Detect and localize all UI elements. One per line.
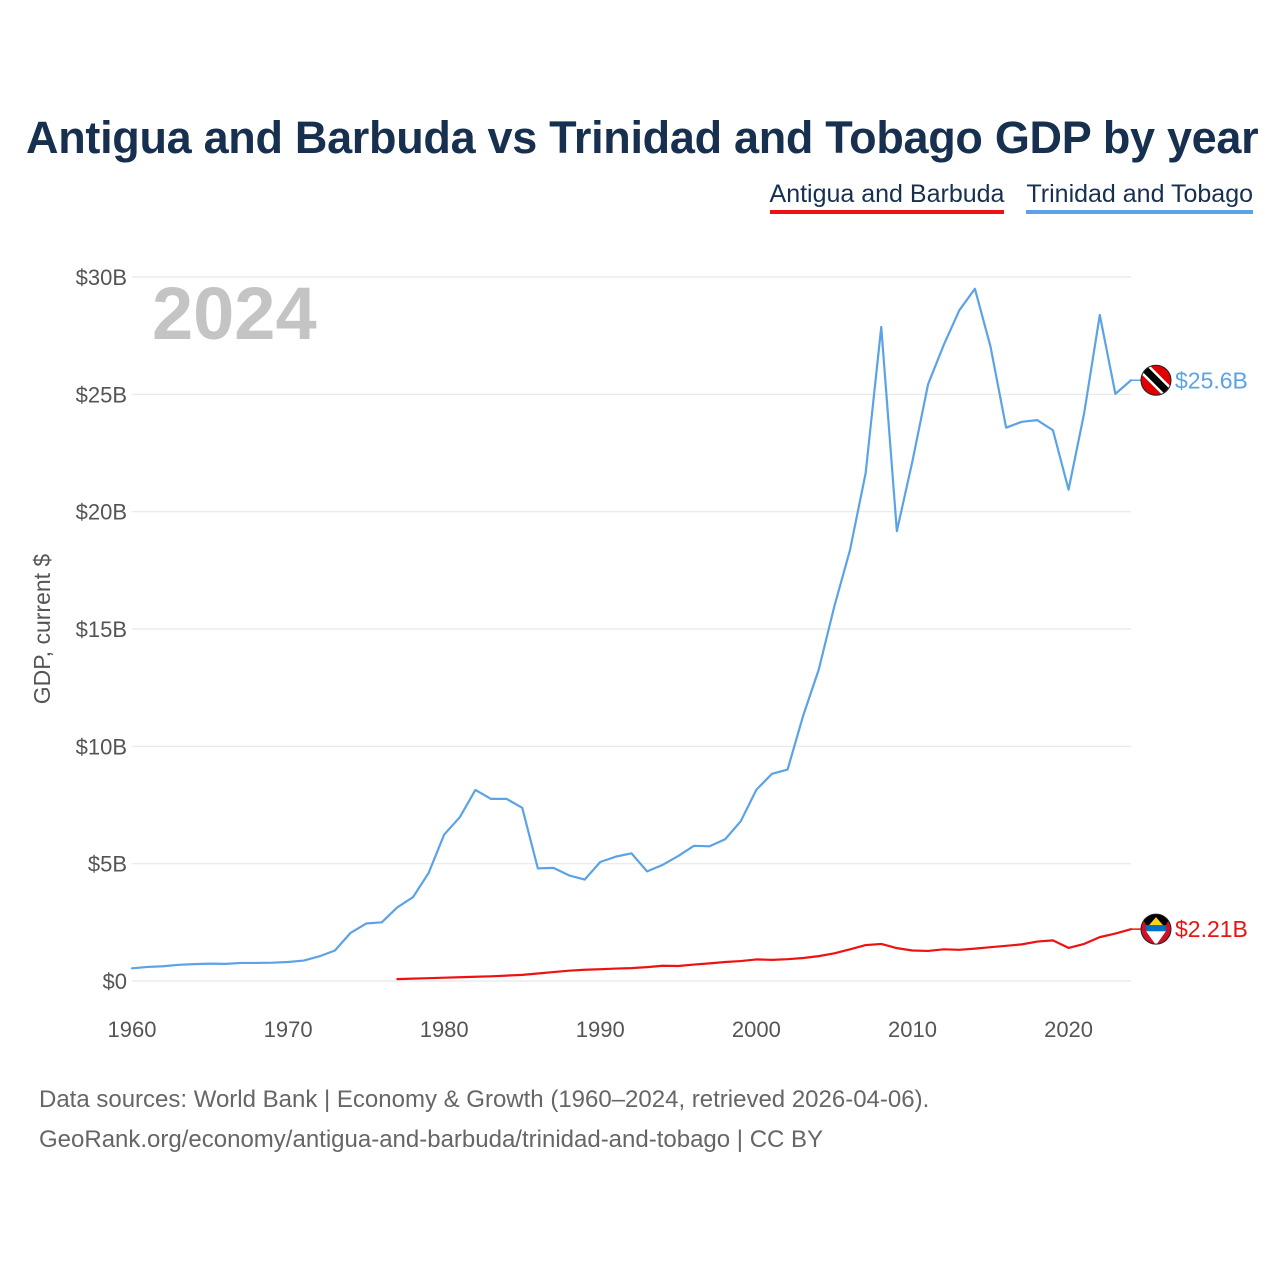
y-tick-label: $15B <box>76 617 127 642</box>
legend-item-trinidad-and-tobago[interactable]: Trinidad and Tobago <box>1026 180 1253 214</box>
legend-item-antigua-and-barbuda[interactable]: Antigua and Barbuda <box>769 180 1005 214</box>
end-label-trinidad-and-tobago: $25.6B <box>1175 367 1248 393</box>
x-tick-label: 1970 <box>264 1017 313 1042</box>
flag-antigua-and-barbuda-icon <box>1141 914 1171 945</box>
x-tick-label: 1980 <box>420 1017 469 1042</box>
y-tick-label: $10B <box>76 734 127 759</box>
x-tick-label: 2010 <box>888 1017 937 1042</box>
credit-note: GeoRank.org/economy/antigua-and-barbuda/… <box>39 1126 824 1153</box>
y-tick-label: $25B <box>76 382 127 407</box>
x-tick-label: 1960 <box>108 1017 157 1042</box>
end-label-antigua-and-barbuda: $2.21B <box>1175 916 1248 942</box>
y-tick-label: $0 <box>103 969 127 994</box>
x-tick-label: 2000 <box>732 1017 781 1042</box>
source-note: Data sources: World Bank | Economy & Gro… <box>39 1086 930 1113</box>
x-tick-label: 2020 <box>1044 1017 1093 1042</box>
flag-border <box>1140 364 1172 396</box>
flag-trinidad-and-tobago-icon <box>1141 365 1171 396</box>
year-watermark: 2024 <box>152 272 317 355</box>
y-tick-label: $20B <box>76 500 127 525</box>
series-line-trinidad-and-tobago <box>130 287 1133 970</box>
footer: Data sources: World Bank | Economy & Gro… <box>39 1080 929 1160</box>
y-tick-label: $5B <box>88 852 127 877</box>
chart-title: Antigua and Barbuda vs Trinidad and Toba… <box>26 112 1259 163</box>
y-tick-label: $30B <box>76 265 127 290</box>
legend: Antigua and Barbuda Trinidad and Tobago <box>769 180 1253 214</box>
flag-border <box>1140 913 1172 945</box>
chart-area: $0 $5B $10B $15B $20B $25B $30B 1960 1970 1980 199… <box>29 265 1248 1042</box>
x-tick-label: 1990 <box>576 1017 625 1042</box>
y-axis-label: GDP, current $ <box>29 554 55 705</box>
series-line-antigua-and-barbuda <box>396 928 1133 981</box>
